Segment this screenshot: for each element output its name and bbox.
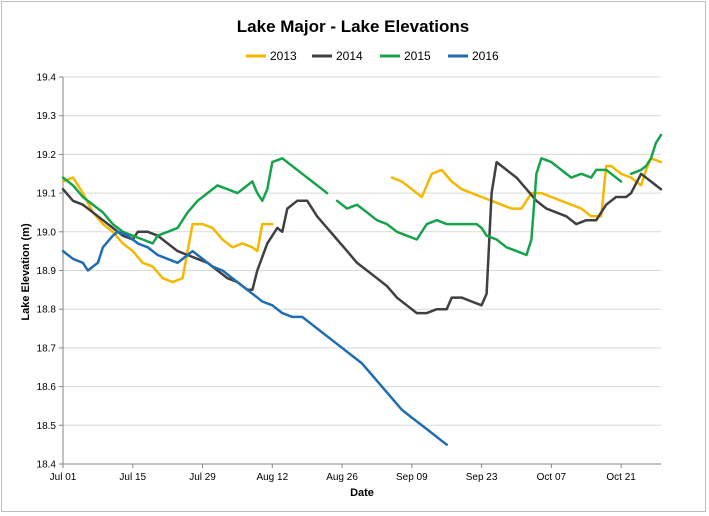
x-axis-ticks: Jul 01 Jul 15 Jul 29 Aug 12 Aug 26 Sep 09 Sep …	[50, 464, 636, 483]
y-tick-label: 19.4	[37, 73, 57, 84]
y-tick-label: 18.4	[37, 460, 57, 471]
chart-title: Lake Major - Lake Elevations	[237, 17, 469, 36]
legend-label-2014: 2014	[336, 49, 363, 63]
x-tick-label: Aug 12	[256, 472, 288, 483]
series-line-2013	[390, 157, 663, 218]
y-tick-label: 19.0	[37, 227, 57, 238]
y-tick-label: 18.5	[37, 421, 57, 432]
y-tick-label: 19.3	[37, 111, 57, 122]
y-tick-label: 18.6	[37, 382, 57, 393]
series-line-2015	[61, 157, 329, 245]
legend-label-2013: 2013	[270, 49, 297, 63]
series-line-2015	[335, 157, 623, 257]
x-tick-label: Jul 29	[189, 472, 216, 483]
y-tick-label: 18.7	[37, 343, 57, 354]
x-tick-label: Sep 09	[396, 472, 428, 483]
y-tick-label: 19.1	[37, 189, 57, 200]
x-axis-label: Date	[350, 487, 374, 499]
x-tick-label: Jul 15	[119, 472, 146, 483]
gridlines	[63, 76, 661, 465]
x-tick-label: Oct 07	[537, 472, 567, 483]
x-tick-label: Aug 26	[326, 472, 358, 483]
series-line-2013	[61, 176, 274, 284]
y-tick-label: 18.8	[37, 305, 57, 316]
x-tick-label: Jul 01	[50, 472, 77, 483]
x-tick-label: Sep 23	[466, 472, 498, 483]
line-chart: Lake Major - Lake Elevations 2013 2014 201…	[20, 17, 663, 499]
series-line-2015	[629, 133, 663, 176]
legend-label-2015: 2015	[404, 49, 431, 63]
legend-label-2016: 2016	[472, 49, 499, 63]
y-axis-ticks: 18.4 18.5 18.6 18.7 18.8 18.9 19.0 19.1 19.2 19.3…	[37, 73, 63, 471]
y-tick-label: 19.2	[37, 150, 57, 161]
y-axis-label: Lake Elevation (m)	[20, 223, 32, 321]
series-line-2014	[61, 160, 663, 315]
x-tick-label: Oct 21	[606, 472, 636, 483]
plot-area	[61, 133, 663, 446]
y-tick-label: 18.9	[37, 266, 57, 277]
series-line-2016	[61, 230, 448, 446]
chart-legend: 2013 2014 2015 2016	[246, 49, 499, 63]
